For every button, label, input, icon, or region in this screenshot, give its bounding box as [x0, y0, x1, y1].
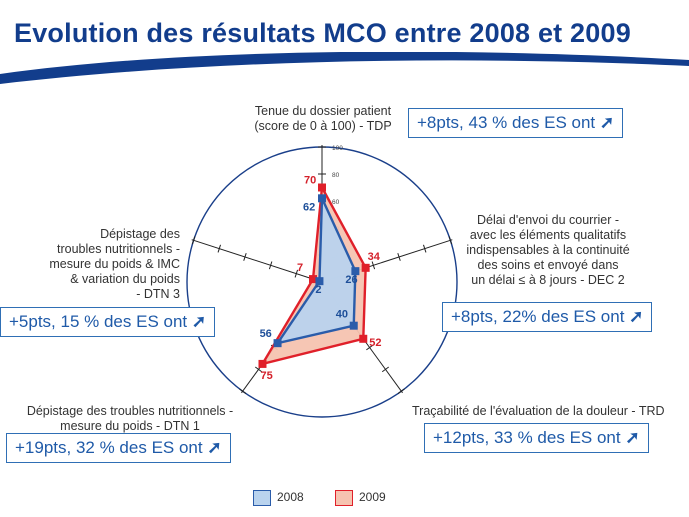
axis-tick-mark [448, 236, 453, 245]
axis-tick-mark [243, 253, 247, 261]
data-point-2008-dtn1 [273, 339, 282, 348]
data-label-2008-trd: 40 [336, 309, 348, 321]
up-right-arrow-icon: ➚ [207, 438, 222, 457]
data-point-2009-trd [359, 334, 368, 343]
data-label-2009-dtn3: 7 [297, 262, 303, 274]
legend-label-2009: 2009 [359, 490, 386, 504]
data-point-2008-dec2 [351, 267, 360, 276]
evolution-text-dec2: +8pts, 22% des ES ont [451, 307, 625, 326]
data-point-2009-dec2 [361, 263, 370, 272]
evolution-text-trd: +12pts, 33 % des ES ont [433, 428, 621, 447]
axis-tick-mark [371, 261, 376, 270]
data-point-2008-dtn3 [315, 277, 324, 286]
page-title: Evolution des résultats MCO entre 2008 e… [14, 18, 631, 48]
up-right-arrow-icon: ➚ [629, 307, 644, 326]
data-label-2008-dtn3: 2 [315, 284, 321, 296]
axis-label-dtn3: Dépistage des troubles nutritionnels - m… [49, 227, 180, 301]
tick-label: 60 [332, 199, 340, 206]
up-right-arrow-icon: ➚ [191, 312, 207, 331]
data-series [258, 183, 370, 368]
data-point-2009-dtn3 [309, 275, 318, 284]
evolution-box-dtn1: +19pts, 32 % des ES ont ➚ [6, 433, 231, 463]
axis-tick-mark [268, 261, 273, 270]
axis-label-dtn1: Dépistage des troubles nutritionnels - m… [26, 404, 234, 433]
evolution-box-trd: +12pts, 33 % des ES ont ➚ [424, 423, 649, 453]
axis-tick-mark [397, 388, 405, 394]
axis-tick-mark [217, 244, 221, 253]
data-label-2009-dec2: 34 [368, 251, 381, 263]
evolution-text-dtn1: +19pts, 32 % des ES ont [15, 438, 203, 457]
axis-tick-mark [381, 366, 390, 373]
axis-tick-mark [294, 269, 299, 278]
tick-label: 80 [332, 172, 340, 179]
data-point-2009-dtn1 [258, 359, 267, 368]
axis-tick-mark [191, 236, 196, 245]
data-label-2009-trd: 52 [369, 337, 381, 349]
axis-tick-mark [366, 344, 374, 351]
axis-label-trd: Traçabilité de l'évaluation de la douleu… [412, 404, 665, 418]
tick-label: 100 [332, 145, 343, 152]
axis-tick-mark [423, 244, 427, 253]
up-right-arrow-icon: ➚ [599, 113, 615, 132]
evolution-text-tdp: +8pts, 43 % des ES ont [417, 113, 596, 132]
evolution-box-dec2: +8pts, 22% des ES ont ➚ [442, 302, 653, 332]
data-label-2008-dec2: 26 [345, 274, 357, 286]
axis-tick-mark [254, 366, 263, 373]
legend-label-2008: 2008 [277, 490, 304, 504]
title-banner-swoosh [0, 52, 689, 84]
data-labels: 62 26 40 56 2 70 34 52 75 7 [260, 175, 382, 382]
axis-label-dec2: Délai d'envoi du courrier - avec les élé… [466, 213, 630, 287]
data-label-2008-tdp: 62 [303, 201, 315, 213]
data-label-2009-dtn1: 75 [260, 370, 272, 382]
evolution-box-tdp: +8pts, 43 % des ES ont ➚ [408, 108, 624, 138]
data-point-2009-tdp [318, 183, 326, 192]
axis-tick-mark [239, 388, 247, 394]
data-label-2008-dtn1: 56 [260, 328, 272, 340]
evolution-text-dtn3: +5pts, 15 % des ES ont [9, 312, 188, 331]
legend-swatch-2009 [335, 490, 353, 506]
up-right-arrow-icon: ➚ [625, 428, 640, 447]
evolution-box-dtn3: +5pts, 15 % des ES ont ➚ [0, 307, 216, 337]
axis-line-dtn3 [191, 239, 323, 283]
data-point-2008-tdp [318, 194, 326, 203]
axis-tick-mark [397, 253, 401, 261]
legend-swatch-2008 [253, 490, 271, 506]
data-label-2009-tdp: 70 [304, 175, 316, 187]
data-point-2008-trd [349, 321, 358, 330]
series-area-2008 [274, 197, 357, 346]
axis-label-tdp: Tenue du dossier patient (score de 0 à 1… [254, 104, 392, 133]
